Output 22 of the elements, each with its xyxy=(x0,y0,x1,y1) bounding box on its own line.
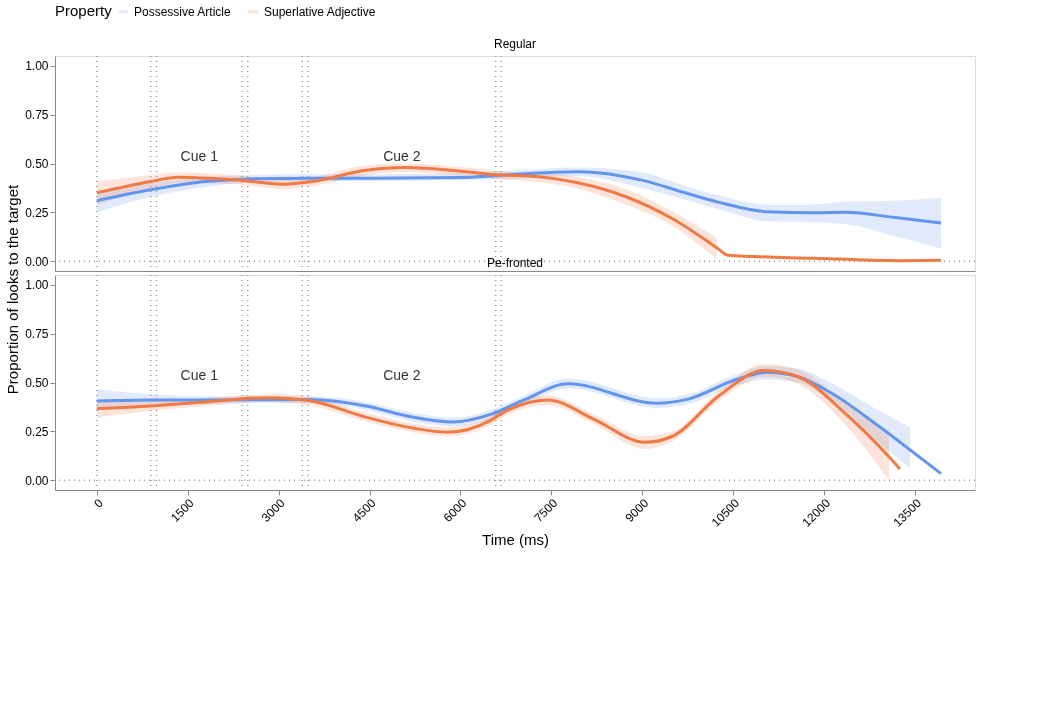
annotation: Cue 1 xyxy=(180,367,219,384)
chart-title: Pe-fronted xyxy=(486,256,544,271)
annotation: Cue 2 xyxy=(383,367,421,384)
x-tick-label: 0 xyxy=(91,495,107,511)
y-tick-label: 0.75 xyxy=(25,327,49,342)
legend-label: Possessive Article xyxy=(134,4,232,19)
legend-label: Superlative Adjective xyxy=(264,4,376,19)
y-tick-label: 0.25 xyxy=(25,424,49,439)
legend-title: Property xyxy=(55,2,113,19)
y-tick-label: 0.00 xyxy=(25,254,49,269)
y-tick-label: 1.00 xyxy=(25,278,49,293)
y-tick-label: 1.00 xyxy=(25,59,49,74)
y-tick-label: 0.50 xyxy=(25,376,49,390)
x-axis-title: Time (ms) xyxy=(482,530,549,548)
y-tick-label: 0.00 xyxy=(25,473,49,488)
y-tick-label: 0.75 xyxy=(25,108,49,123)
annotation: Cue 2 xyxy=(383,148,421,165)
y-tick-label: 0.50 xyxy=(25,157,49,171)
y-axis-title: Proportion of looks to the target xyxy=(4,184,22,395)
y-tick-label: 0.25 xyxy=(25,205,49,220)
annotation: Cue 1 xyxy=(180,148,219,165)
chart-title: Regular xyxy=(493,37,537,52)
